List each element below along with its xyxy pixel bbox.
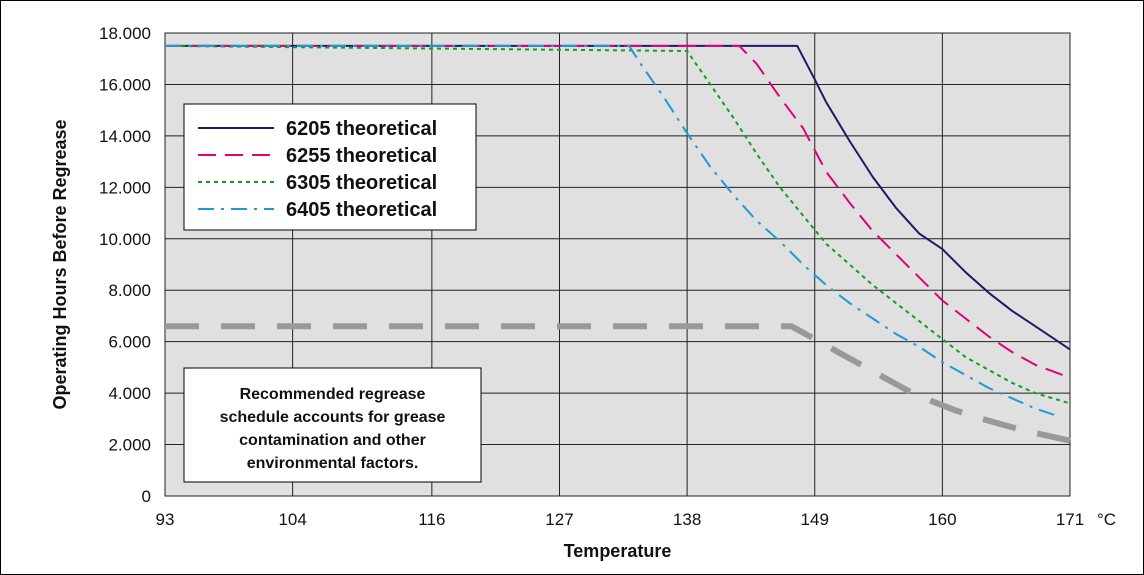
series-line-6305 [164, 44, 1071, 405]
y-tick-label: 14.000 [99, 127, 151, 146]
x-tick-label: 149 [801, 510, 829, 529]
y-tick-label: 6.000 [108, 333, 151, 352]
legend-label: 6205 theoretical [286, 118, 437, 140]
x-tick-label: 138 [673, 510, 701, 529]
y-axis-title: Operating Hours Before Regrease [50, 119, 70, 409]
x-axis-title: Temperature [564, 541, 672, 561]
y-tick-label: 10.000 [99, 230, 151, 249]
plot-border [164, 32, 1071, 497]
x-tick-label: 116 [418, 510, 445, 529]
annotation-text-line: Recommended regrease [240, 386, 426, 403]
legend-label: 6255 theoretical [286, 145, 437, 167]
annotation-text-line: contamination and other [239, 432, 426, 449]
series-line-6205 [165, 44, 1071, 351]
annotation-text-line: schedule accounts for grease [220, 409, 446, 426]
x-tick-label: 127 [545, 510, 573, 529]
y-tick-label: 16.000 [99, 75, 151, 94]
x-tick-label: 93 [156, 510, 175, 529]
series-line-6255 [165, 44, 1071, 379]
y-tick-label: 18.000 [99, 24, 151, 43]
y-tick-label: 4.000 [108, 384, 151, 403]
legend-label: 6305 theoretical [286, 172, 437, 194]
series-line-6405 [165, 44, 1059, 418]
legend-label: 6405 theoretical [286, 199, 437, 221]
x-tick-label: 171 [1056, 510, 1084, 529]
y-tick-label: 0 [142, 487, 151, 506]
x-tick-label: 104 [278, 510, 306, 529]
y-tick-label: 8.000 [108, 281, 151, 300]
x-tick-label: 160 [928, 510, 956, 529]
annotation-box [183, 367, 482, 483]
annotation-text-line: environmental factors. [247, 455, 419, 472]
x-axis-unit: °C [1097, 510, 1116, 529]
y-tick-label: 2.000 [108, 436, 151, 455]
y-tick-label: 12.000 [99, 178, 151, 197]
